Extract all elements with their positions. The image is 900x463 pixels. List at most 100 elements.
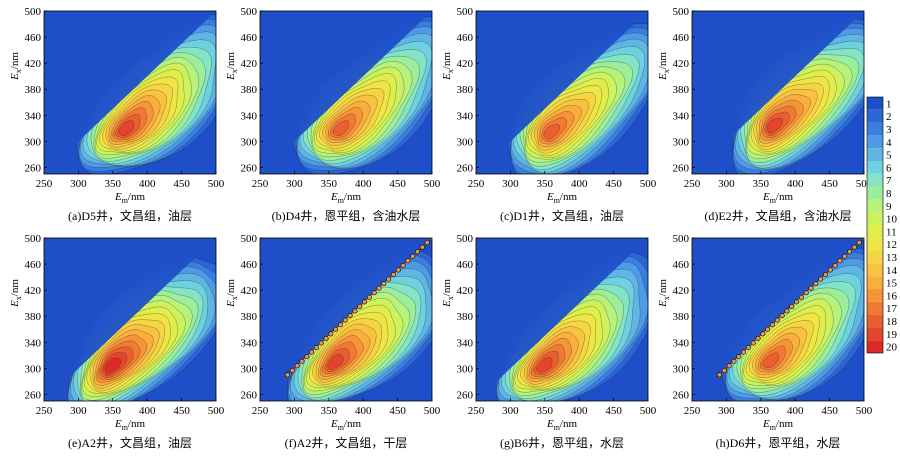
y-tick-label: 260	[673, 162, 690, 174]
y-tick-label: 460	[673, 32, 690, 44]
x-axis-label: Em/nm	[546, 418, 578, 432]
scatter-line-mark	[721, 367, 727, 373]
scatter-line-mark	[289, 367, 295, 373]
scatter-line-mark	[299, 358, 305, 364]
y-tick-label: 260	[25, 389, 42, 401]
y-tick-label: 340	[673, 110, 690, 122]
x-axis-label: Em/nm	[762, 418, 794, 432]
x-tick-label: 400	[787, 178, 804, 190]
plot-frame	[259, 237, 433, 402]
x-tick-label: 400	[355, 405, 372, 417]
colorbar-tick-label: 14	[886, 265, 898, 277]
x-tick-label: 350	[321, 405, 338, 417]
y-tick-label: 300	[673, 363, 690, 375]
scatter-line-mark	[313, 345, 319, 351]
background-level	[476, 238, 648, 401]
contour-field	[44, 11, 216, 174]
y-tick-label: 460	[457, 32, 474, 44]
scatter-line-mark	[736, 354, 742, 360]
y-tick-label: 380	[457, 84, 474, 96]
y-tick-label: 460	[241, 32, 258, 44]
colorbar-cell	[867, 301, 883, 315]
x-axis-label: Em/nm	[762, 191, 794, 205]
x-tick-label: 400	[571, 178, 588, 190]
contour-level	[766, 117, 783, 134]
contour-field	[476, 11, 648, 174]
plot-frame	[691, 237, 865, 402]
x-axis-label: Em/nm	[330, 191, 362, 205]
scatter-line-mark	[371, 290, 377, 296]
contour-field	[692, 11, 864, 174]
contour-field	[260, 238, 432, 401]
scatter-line-mark	[808, 285, 814, 291]
contour-level	[536, 357, 553, 373]
scatter-line-mark	[856, 240, 862, 246]
x-tick-label: 250	[468, 178, 485, 190]
x-tick-label: 450	[173, 178, 190, 190]
colorbar-cell	[867, 148, 883, 161]
plot-frame	[43, 10, 217, 175]
x-tick-label: 350	[753, 405, 770, 417]
x-tick-label: 500	[424, 178, 441, 190]
y-axis-label: Ex/nm	[441, 52, 455, 81]
background-level	[476, 11, 648, 174]
plot-frame	[259, 10, 433, 175]
scatter-line-mark	[813, 281, 819, 287]
y-tick-label: 260	[241, 162, 258, 174]
colorbar-cell	[867, 109, 883, 123]
colorbar-tick-label: 17	[886, 303, 898, 315]
x-axis-label: Em/nm	[546, 191, 578, 205]
panel-caption: (c)D1井，文昌组，油层	[500, 208, 624, 223]
y-tick-label: 340	[241, 337, 258, 349]
y-tick-label: 300	[25, 136, 42, 148]
y-tick-label: 420	[241, 58, 258, 70]
scatter-line-mark	[342, 317, 348, 323]
plot-frame	[691, 10, 865, 175]
colorbar-cell	[867, 225, 883, 238]
y-tick-label: 300	[241, 363, 258, 375]
scatter-line-mark	[803, 290, 809, 296]
y-tick-label: 460	[25, 259, 42, 271]
panel-d: 250 300 350 400 450 500260300340380420460500E…	[657, 6, 873, 223]
background-level	[692, 11, 864, 174]
y-tick-label: 260	[25, 162, 42, 174]
colorbar-tick-label: 10	[886, 214, 898, 226]
contour-field	[44, 238, 216, 401]
scatter-line-mark	[362, 299, 368, 305]
y-axis-label: Ex/nm	[9, 52, 23, 81]
y-tick-label: 340	[457, 337, 474, 349]
scatter-line-mark	[366, 294, 372, 300]
y-tick-label: 300	[457, 136, 474, 148]
y-tick-label: 300	[673, 136, 690, 148]
contour-level	[762, 352, 779, 369]
x-tick-label: 500	[640, 178, 657, 190]
scatter-line-mark	[386, 276, 392, 282]
colorbar-tick-label: 5	[886, 150, 892, 162]
panel-caption: (g)B6井，恩平组，水层	[500, 436, 624, 450]
colorbar-cell	[867, 314, 883, 328]
scatter-line-mark	[337, 322, 343, 328]
y-tick-label: 300	[241, 136, 258, 148]
y-tick-label: 500	[241, 6, 258, 18]
x-tick-label: 300	[718, 178, 735, 190]
y-tick-label: 340	[25, 337, 42, 349]
y-tick-label: 420	[25, 58, 42, 70]
y-tick-label: 500	[25, 6, 42, 18]
x-tick-label: 300	[502, 178, 519, 190]
x-tick-label: 300	[286, 178, 303, 190]
x-tick-label: 250	[36, 178, 53, 190]
x-axis-label: Em/nm	[330, 418, 362, 432]
y-tick-label: 380	[241, 84, 258, 96]
contour-level	[332, 120, 349, 137]
y-tick-label: 380	[25, 311, 42, 323]
colorbar-cell	[867, 161, 883, 174]
y-tick-label: 380	[673, 311, 690, 323]
scatter-line-mark	[731, 358, 737, 364]
scatter-line-mark	[745, 345, 751, 351]
scatter-line-mark	[832, 262, 838, 268]
x-tick-label: 400	[139, 405, 156, 417]
colorbar-cell	[867, 289, 883, 302]
colorbar-cell	[867, 237, 883, 251]
y-axis-label: Ex/nm	[657, 279, 671, 308]
y-tick-label: 500	[673, 233, 690, 245]
